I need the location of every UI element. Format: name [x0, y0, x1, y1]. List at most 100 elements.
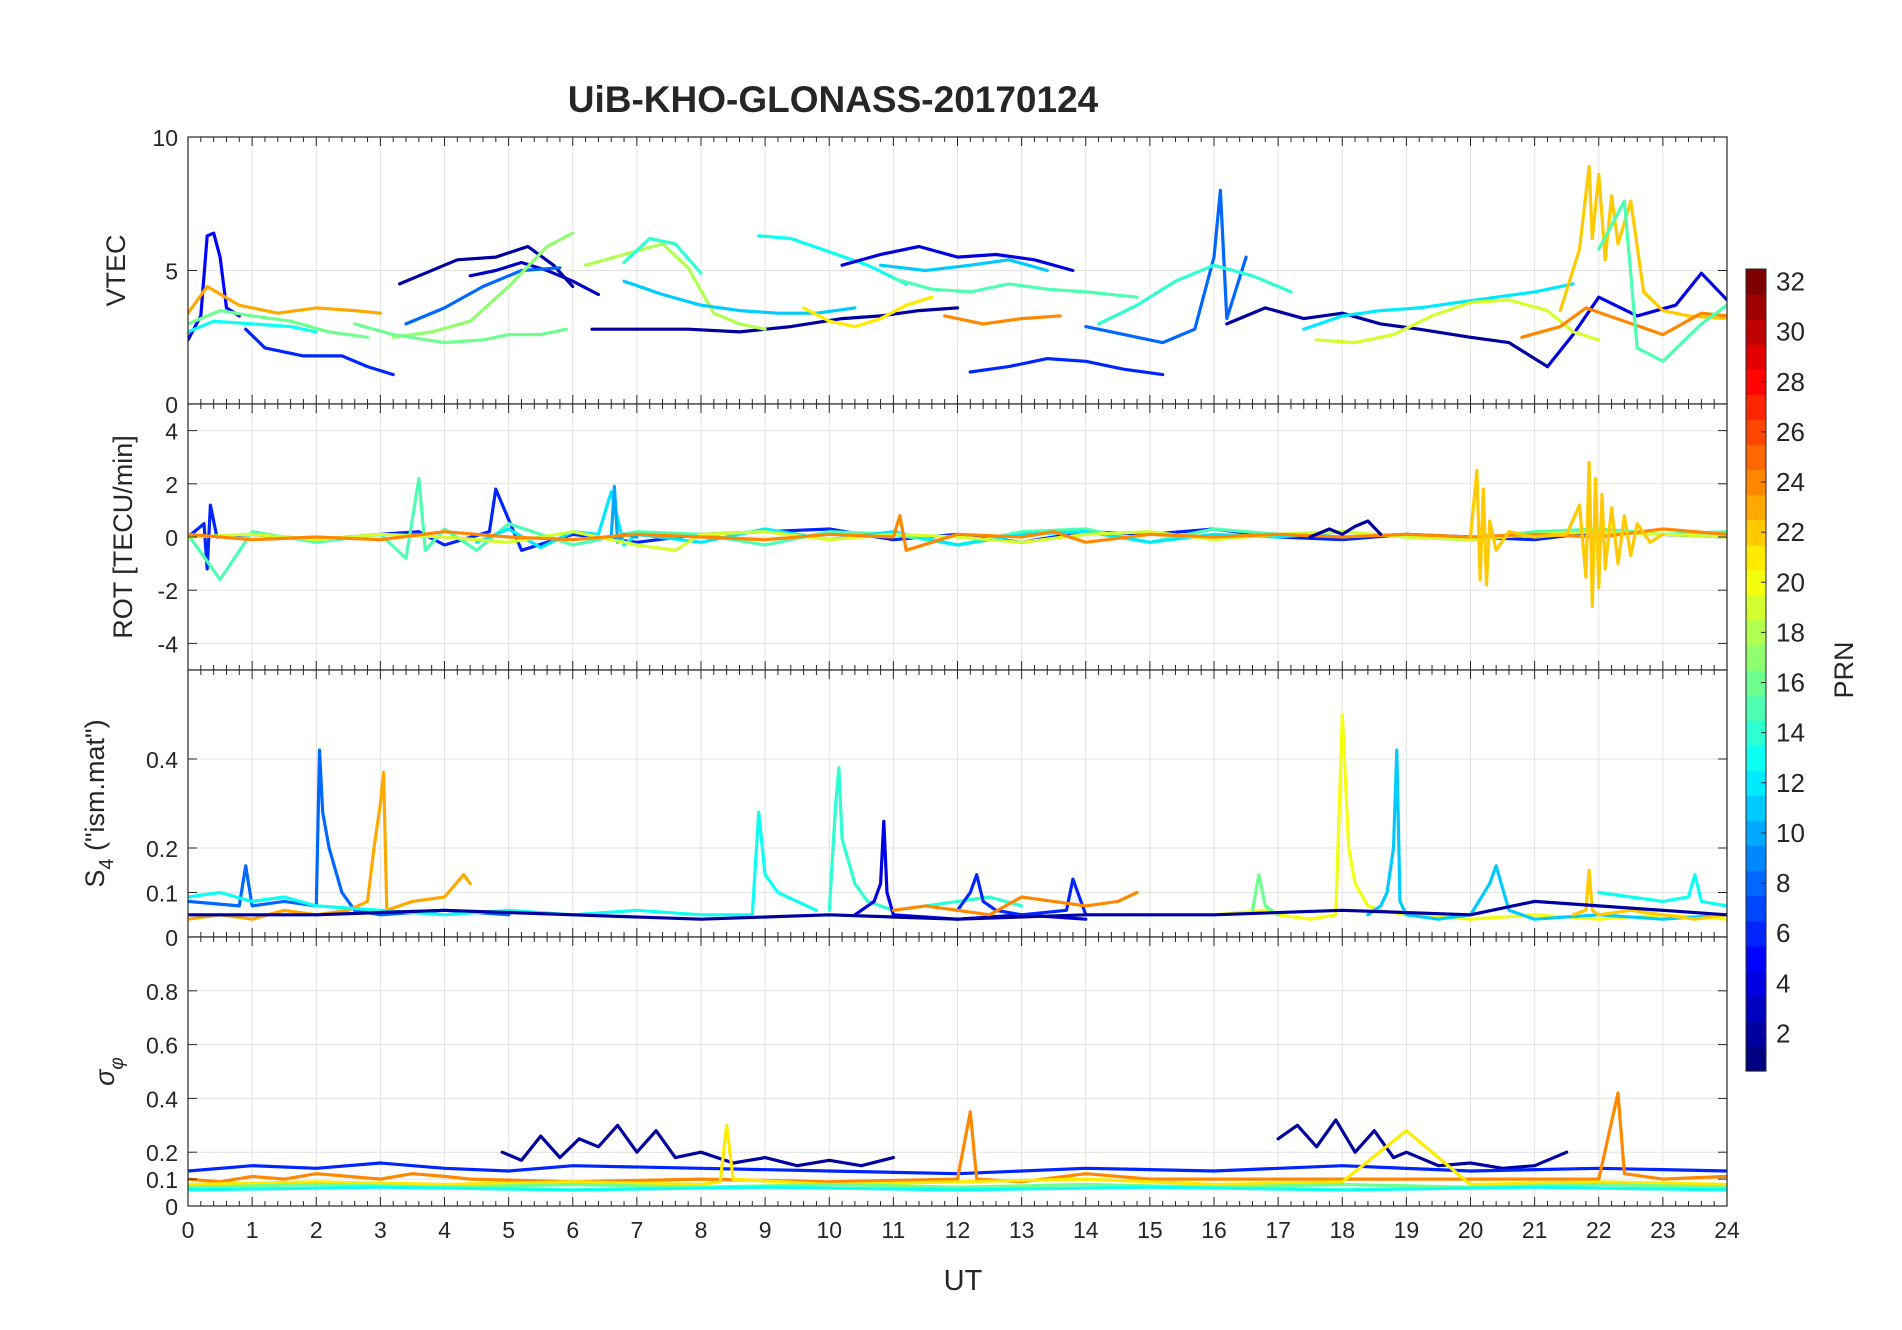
y-tick-label: 0.2 — [146, 836, 178, 862]
y-axis-label: VTEC — [101, 234, 131, 306]
series-line-prn-11 — [1366, 748, 1727, 921]
x-tick-labels: 0 1 2 3 4 5 6 7 8 9 10 11 12 13 14 15 16 17 18 19 20 21 22 23 24 — [182, 1217, 1740, 1243]
colorbar-tick-label: 28 — [1776, 367, 1805, 397]
colorbar-tick-label: 22 — [1776, 517, 1805, 547]
colorbar-segment — [1746, 344, 1766, 370]
series-line-prn-3 — [468, 260, 601, 297]
series-line-prn-6 — [244, 327, 395, 377]
colorbar-frame — [1745, 268, 1767, 1072]
y-tick-label: 0 — [165, 925, 178, 951]
series-line-prn-6 — [188, 1161, 1727, 1176]
x-tick-label: 1 — [246, 1217, 259, 1243]
y-tick-label: 0.4 — [146, 1086, 178, 1112]
y-tick-label: -4 — [158, 631, 179, 657]
series-line-prn-4 — [1545, 271, 1727, 369]
colorbar-segment — [1746, 519, 1766, 546]
colorbar-tick-label: 20 — [1776, 567, 1805, 597]
y-tick-label: 0 — [165, 392, 178, 418]
colorbar-segment — [1746, 945, 1766, 972]
series-line-prn-12 — [1302, 282, 1575, 331]
colorbar-segment — [1746, 820, 1766, 847]
y-tick-label: 10 — [152, 125, 178, 151]
colorbar-tick-label: 2 — [1776, 1018, 1790, 1048]
colorbar-tick-label: 18 — [1776, 617, 1805, 647]
x-tick-marks — [187, 136, 1728, 405]
colorbar-tick-label: 26 — [1776, 417, 1805, 447]
colorbar-label: PRN — [1829, 641, 1859, 698]
colorbar-segment — [1746, 444, 1766, 471]
y-tick-label: 0.1 — [146, 1167, 178, 1193]
series-line-prn-22 — [1571, 868, 1727, 921]
colorbar-tick-label: 4 — [1776, 968, 1790, 998]
x-tick-marks — [187, 404, 1728, 670]
series-line-prn-18 — [583, 242, 767, 331]
colorbar-segment — [1746, 319, 1766, 345]
series-line-prn-2 — [500, 1123, 896, 1168]
y-tick-label: 0.2 — [146, 1140, 178, 1166]
x-tick-label: 24 — [1714, 1217, 1740, 1243]
x-tick-label: 12 — [945, 1217, 971, 1243]
colorbar-segment — [1746, 294, 1766, 320]
series-line-prn-2 — [1225, 306, 1550, 369]
series-line-prn-2 — [590, 306, 960, 334]
colorbar-segment — [1746, 269, 1766, 295]
colorbar-segment — [1746, 494, 1766, 521]
colorbar-segment — [1746, 594, 1766, 621]
series-line-prn-13 — [757, 234, 908, 286]
colorbar-segment — [1746, 870, 1766, 897]
series-line-prn-24 — [188, 514, 1727, 552]
series-group — [188, 460, 1727, 608]
series-line-prn-6 — [968, 357, 1165, 377]
x-tick-label: 8 — [695, 1217, 708, 1243]
series-group — [188, 164, 1727, 377]
colorbar-tick-label: 12 — [1776, 768, 1805, 798]
colorbar-tick-label: 10 — [1776, 818, 1805, 848]
series-line-prn-16 — [1250, 873, 1280, 917]
series-line-prn-2 — [188, 899, 1727, 921]
series-line-prn-19 — [188, 530, 1727, 552]
x-tick-label: 3 — [374, 1217, 387, 1243]
panel-sigma_phi: 00.10.20.40.60.8σφ — [90, 936, 1728, 1220]
series-line-prn-2 — [1276, 1118, 1569, 1170]
colorbar-tick-label: 14 — [1776, 718, 1805, 748]
series-line-prn-8 — [404, 266, 562, 326]
series-line-prn-11 — [878, 258, 1049, 273]
colorbar-tick-label: 32 — [1776, 267, 1805, 297]
y-tick-label: 0 — [165, 1194, 178, 1220]
y-tick-label: 0 — [165, 525, 178, 551]
colorbar-segment — [1746, 770, 1766, 796]
series-line-prn-21 — [801, 295, 934, 329]
x-tick-label: 17 — [1265, 1217, 1291, 1243]
series-line-prn-22 — [1468, 460, 1665, 608]
series-line-prn-24 — [943, 314, 1062, 326]
series-line-prn-17 — [391, 231, 575, 339]
x-tick-label: 14 — [1073, 1217, 1099, 1243]
series-line-prn-13 — [1597, 873, 1727, 908]
colorbar-segment — [1746, 419, 1766, 446]
y-tick-label: -2 — [158, 578, 178, 604]
panel-vtec: 0 5 10 VTEC — [101, 125, 1728, 418]
x-tick-label: 22 — [1586, 1217, 1612, 1243]
x-tick-label: 21 — [1522, 1217, 1548, 1243]
y-tick-label: 0.4 — [146, 747, 178, 773]
colorbar-segment — [1746, 995, 1766, 1022]
x-tick-label: 4 — [438, 1217, 451, 1243]
panel-s4: 00.10.20.4S4 ("ism.mat") — [80, 669, 1728, 951]
series-line-prn-14 — [1096, 263, 1293, 326]
series-line-prn-15 — [891, 276, 1139, 299]
colorbar-segment — [1746, 569, 1766, 596]
x-tick-label: 5 — [502, 1217, 515, 1243]
x-tick-label: 23 — [1650, 1217, 1676, 1243]
series-group — [188, 1091, 1727, 1192]
panel-grid — [187, 404, 1728, 670]
x-tick-label: 6 — [566, 1217, 579, 1243]
y-tick-label: 2 — [165, 472, 178, 498]
series-group — [188, 712, 1727, 921]
colorbar-segment — [1746, 920, 1766, 947]
colorbar-segment — [1746, 695, 1766, 721]
series-line-prn-24 — [1520, 306, 1727, 339]
series-line-prn-4 — [840, 244, 1075, 273]
colorbar-segment — [1746, 970, 1766, 997]
y-tick-label: 0.6 — [146, 1033, 178, 1059]
